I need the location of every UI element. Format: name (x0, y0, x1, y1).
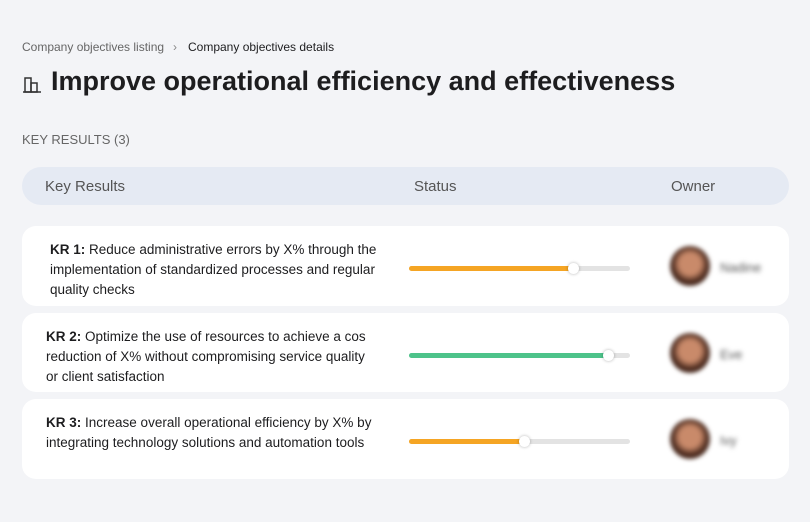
key-result-description: Optimize the use of resources to achieve… (46, 329, 366, 384)
progress-knob (602, 350, 614, 361)
key-result-text: KR 1: Reduce administrative errors by X%… (50, 240, 380, 300)
progress-track (409, 436, 630, 447)
key-result-text: KR 3: Increase overall operational effic… (46, 413, 376, 453)
key-result-label: KR 1: (50, 242, 86, 257)
progress-fill (409, 439, 524, 444)
owner-name: Nadine (720, 260, 762, 275)
key-result-description: Increase overall operational efficiency … (46, 415, 372, 450)
breadcrumb-current: Company objectives details (188, 40, 335, 54)
key-result-text: KR 2: Optimize the use of resources to a… (46, 327, 376, 387)
building-icon (23, 77, 41, 93)
key-result-description: Reduce administrative errors by X% throu… (50, 242, 377, 297)
owner-avatar (670, 333, 710, 373)
key-result-row[interactable] (22, 226, 789, 306)
progress-knob (567, 263, 579, 274)
key-result-label: KR 2: (46, 329, 82, 344)
progress-knob (518, 436, 530, 447)
owner-name: Eve (720, 347, 743, 362)
key-result-label: KR 3: (46, 415, 82, 430)
key-result-row[interactable] (22, 313, 789, 392)
progress-track (409, 263, 630, 274)
breadcrumb-link[interactable]: Company objectives listing (22, 40, 165, 54)
progress-fill (409, 266, 573, 271)
owner-avatar (670, 419, 710, 459)
column-header: Owner (671, 178, 716, 195)
table-header (22, 167, 789, 205)
breadcrumb-separator: › (173, 40, 177, 54)
section-label: KEY RESULTS (3) (22, 132, 130, 147)
column-header: Key Results (45, 178, 126, 195)
progress-track (409, 350, 630, 361)
page-title: Improve operational efficiency and effec… (51, 66, 676, 96)
owner-avatar (670, 246, 710, 286)
owner-name: Ivy (720, 433, 737, 448)
key-result-row[interactable] (22, 399, 789, 479)
progress-fill (409, 353, 608, 358)
column-header: Status (414, 178, 457, 195)
